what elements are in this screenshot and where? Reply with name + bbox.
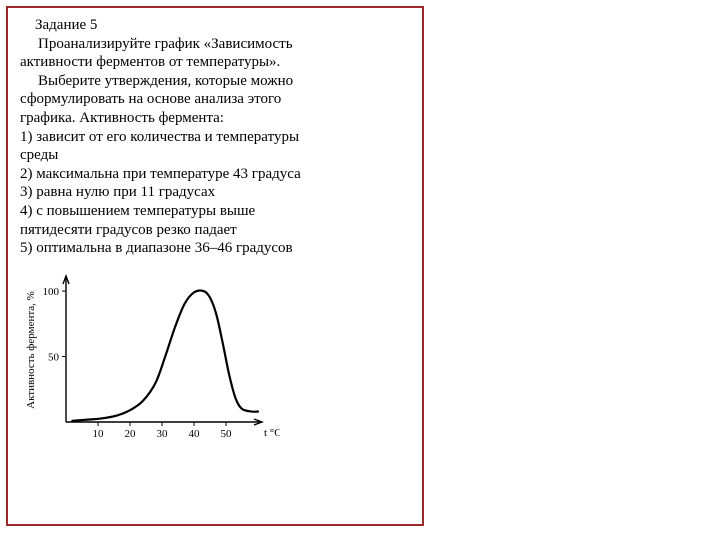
paragraph-2-line-c: графика. Активность фермента: (20, 109, 410, 128)
option-4-line-b: пятидесяти градусов резко падает (20, 221, 410, 240)
option-1-line-b: среды (20, 146, 410, 165)
paragraph-1-line-b: активности ферментов от температуры». (20, 53, 410, 72)
chart-container: 10 20 30 40 50 50 100 t °C Активность фермента, … (20, 268, 410, 448)
svg-text:t °C: t °C (264, 427, 280, 439)
enzyme-activity-chart: 10 20 30 40 50 50 100 t °C Активность фермента, … (20, 268, 280, 448)
paragraph-2-line-b: сформулировать на основе анализа этого (20, 90, 410, 109)
svg-text:10: 10 (93, 428, 105, 440)
option-2: 2) максимальна при температуре 43 градус… (20, 165, 410, 184)
svg-text:30: 30 (157, 428, 169, 440)
svg-text:20: 20 (125, 428, 137, 440)
svg-text:100: 100 (43, 286, 60, 298)
activity-curve (72, 290, 258, 420)
option-4-line-a: 4) с повышением температуры выше (20, 202, 410, 221)
option-3: 3) равна нулю при 11 градусах (20, 183, 410, 202)
svg-text:40: 40 (189, 428, 201, 440)
option-1-line-a: 1) зависит от его количества и температу… (20, 128, 410, 147)
svg-text:50: 50 (221, 428, 233, 440)
task-frame: { "text": { "title": "Задание 5", "p1a":… (6, 6, 424, 526)
paragraph-2-line-a: Выберите утверждения, которые можно (20, 72, 410, 91)
paragraph-1-line-a: Проанализируйте график «Зависимость (20, 35, 410, 54)
option-5: 5) оптимальна в диапазоне 36–46 градусов (20, 239, 410, 258)
y-axis-label: Активность фермента, % (25, 291, 37, 409)
svg-text:50: 50 (48, 351, 60, 363)
task-title: Задание 5 (20, 16, 410, 35)
